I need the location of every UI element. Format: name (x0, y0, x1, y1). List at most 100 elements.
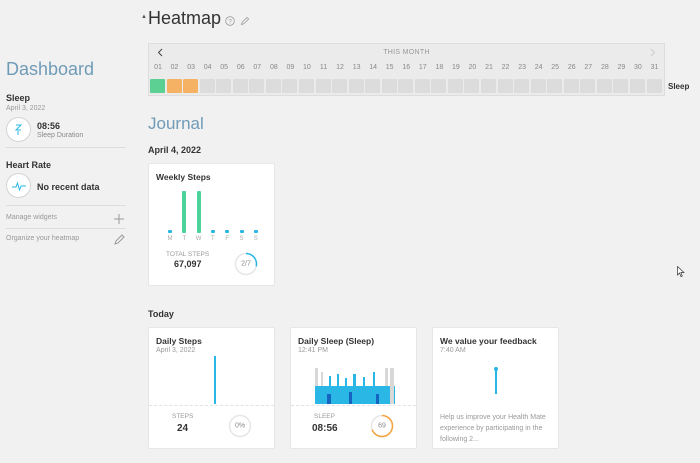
heatmap-day-label: 20 (468, 64, 477, 71)
heatmap-cell[interactable] (481, 79, 496, 93)
heatmap-day-label: 27 (584, 64, 593, 71)
weekly-steps-marker (239, 230, 244, 233)
heatmap-day-label: 23 (518, 64, 526, 71)
daily-steps-bar (214, 356, 216, 404)
organize-heatmap-link[interactable]: Organize your heatmap (6, 235, 80, 242)
heatmap-cell[interactable] (216, 79, 232, 93)
feedback-time: 7:40 AM (440, 347, 466, 354)
heatmap-cell[interactable] (282, 79, 298, 93)
sleep-widget-date: April 3, 2022 (6, 105, 46, 112)
plus-icon[interactable] (113, 212, 125, 224)
heatmap-cell[interactable] (414, 79, 430, 93)
heatmap-cell[interactable] (249, 79, 265, 93)
heart-rate-widget-title[interactable]: Heart Rate (6, 160, 52, 170)
weekly-steps-day-label: W (195, 236, 202, 242)
help-icon[interactable]: ? (225, 13, 235, 26)
heatmap-cell[interactable] (646, 79, 662, 93)
card-divider (291, 405, 416, 406)
feedback-card[interactable]: We value your feedback 7:40 AM Help us i… (432, 327, 559, 449)
heatmap-cell[interactable] (298, 79, 314, 93)
heatmap-cell[interactable] (332, 79, 348, 93)
previous-month-icon[interactable] (157, 48, 163, 59)
heatmap-cell[interactable] (596, 79, 612, 93)
daily-sleep-card[interactable]: Daily Sleep (Sleep) 12:41 PM SLEEP 08:56… (290, 327, 417, 449)
heatmap-cell[interactable] (199, 79, 215, 93)
manage-widgets-link[interactable]: Manage widgets (6, 214, 57, 221)
weekly-steps-bar (196, 191, 201, 233)
heatmap-day-label: 08 (269, 64, 278, 71)
heatmap-day-label: 24 (534, 64, 543, 71)
card-divider (149, 405, 274, 406)
sleep-duration-label: Sleep Duration (37, 132, 84, 139)
heatmap-cell[interactable] (431, 79, 447, 93)
weekly-steps-day-label: S (239, 236, 244, 242)
heart-rate-icon[interactable] (6, 173, 31, 198)
heatmap-day-label: 01 (154, 64, 162, 71)
heatmap-cell[interactable] (381, 79, 397, 93)
heatmap-cell[interactable] (150, 79, 165, 93)
heatmap-day-labels: 01 02 03 04 05 06 07 08 09 10 11 12 13 14 15 16 17 18 19 20… (149, 64, 664, 74)
heatmap-day-label: 09 (286, 64, 295, 71)
heatmap-cell[interactable] (166, 79, 182, 93)
heatmap-day-label: 19 (451, 64, 460, 71)
heatmap-day-label: 12 (336, 64, 344, 71)
sleep-duration-value: 08:56 (37, 121, 61, 131)
weekly-steps-day-label: T (182, 236, 187, 242)
dashboard-title: Dashboard (6, 59, 95, 79)
heatmap-day-label: 18 (435, 64, 444, 71)
feedback-title: We value your feedback (440, 336, 537, 346)
journal-title: Journal (148, 114, 204, 133)
next-month-icon[interactable] (650, 48, 656, 59)
heatmap-cell[interactable] (514, 79, 530, 93)
heatmap-cell[interactable] (497, 79, 513, 93)
sleep-stages-chart (309, 368, 401, 404)
weekly-steps-day-label: S (253, 236, 258, 242)
heatmap-cell[interactable] (265, 79, 281, 93)
total-steps-label: TOTAL STEPS (166, 251, 210, 258)
heatmap-day-label: 14 (369, 64, 378, 71)
heatmap-day-label: 25 (551, 64, 560, 71)
heatmap-cell[interactable] (580, 79, 596, 93)
sleep-score-text: 69 (378, 422, 386, 430)
heatmap-cell[interactable] (447, 79, 463, 93)
heatmap-cell[interactable] (613, 79, 629, 93)
heatmap-day-label: 10 (303, 64, 311, 71)
heatmap-title: Heatmap (148, 8, 222, 28)
weekly-steps-bar (182, 191, 187, 233)
sleep-score-ring: 69 (370, 414, 394, 438)
collapse-caret-icon[interactable]: ▲ (141, 14, 147, 20)
pencil-icon[interactable] (113, 233, 125, 245)
heatmap-cell[interactable] (315, 79, 331, 93)
heatmap-cell[interactable] (530, 79, 546, 93)
sleep-icon[interactable] (6, 117, 31, 142)
heatmap-cell[interactable] (365, 79, 381, 93)
heatmap-day-label: 26 (567, 64, 576, 71)
feedback-body: Help us improve your Health Mate experie… (440, 414, 546, 443)
heatmap-cell[interactable] (464, 79, 480, 93)
heatmap-cell[interactable] (563, 79, 579, 93)
heatmap-cell[interactable] (232, 79, 248, 93)
weekly-goal-text: 2/7 (241, 260, 251, 268)
heatmap-cell[interactable] (629, 79, 645, 93)
heatmap-row-label: Sleep (668, 82, 690, 91)
weekly-goal-ring: 2/7 (234, 252, 258, 276)
svg-text:?: ? (228, 18, 232, 25)
heatmap-cell[interactable] (183, 79, 199, 93)
heatmap-cells (149, 79, 664, 94)
heatmap-cell[interactable] (348, 79, 364, 93)
heatmap-cell[interactable] (398, 79, 414, 93)
heatmap-day-label: 28 (600, 64, 609, 71)
heatmap-day-label: 30 (634, 64, 642, 71)
heatmap-cell[interactable] (547, 79, 563, 93)
sidebar-divider (6, 228, 126, 229)
heatmap-day-label: 17 (418, 64, 427, 71)
daily-sleep-title: Daily Sleep (Sleep) (298, 336, 375, 346)
sleep-widget-title[interactable]: Sleep (6, 93, 31, 103)
edit-heatmap-icon[interactable] (240, 13, 250, 26)
heatmap-day-label: 31 (650, 64, 659, 71)
sleep-label: SLEEP (314, 413, 335, 420)
daily-steps-card[interactable]: Daily Steps April 3, 2022 STEPS 24 0% (148, 327, 275, 449)
sleep-value: 08:56 (312, 423, 338, 434)
heatmap-day-label: 03 (187, 64, 195, 71)
